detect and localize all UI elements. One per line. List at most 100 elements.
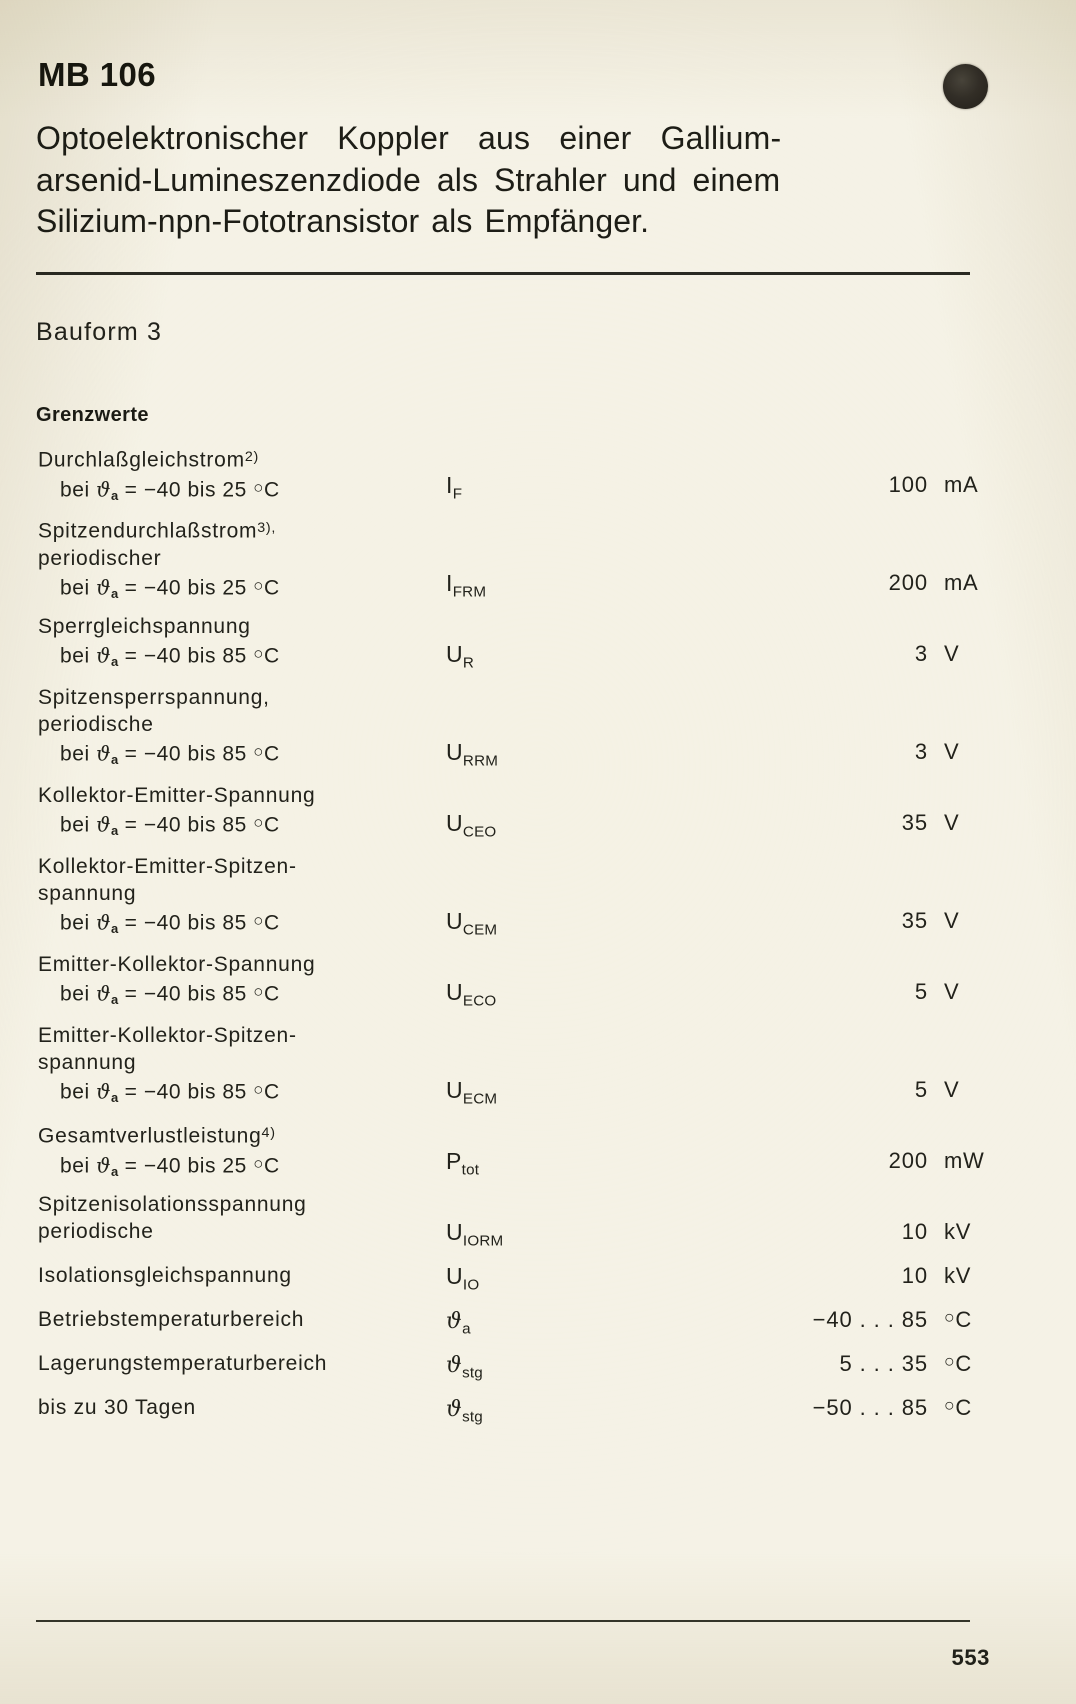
- row-unit: mA: [944, 472, 979, 497]
- row-symbol: ϑstg: [446, 1351, 483, 1382]
- row-unit: V: [944, 979, 960, 1004]
- row-label: Spitzendurchlaßstrom3), periodischer bei ϑ…: [38, 515, 438, 607]
- row-symbol: ϑa: [446, 1307, 471, 1338]
- row-condition: bei ϑa = −40 bis 25 ○C: [60, 575, 280, 601]
- row-symbol: Ptot: [446, 1148, 479, 1179]
- black-dot-marker-icon: [943, 64, 988, 109]
- spec-row: Sperrgleichspannung bei ϑa = −40 bis 85 ○…: [0, 613, 1076, 672]
- row-symbol-base: U: [446, 979, 463, 1005]
- row-unit: V: [944, 908, 960, 933]
- row-label-main: Lagerungstemperaturbereich: [38, 1352, 328, 1375]
- section-heading-grenzwerte: Grenzwerte: [36, 404, 149, 426]
- row-symbol: UCEM: [446, 908, 497, 939]
- row-value: 5 . . . 35: [839, 1351, 928, 1376]
- row-symbol-base: U: [446, 739, 463, 765]
- row-value: 100: [888, 472, 928, 497]
- spec-row: Durchlaßgleichstrom2) bei ϑa = −40 bis 25…: [0, 444, 1076, 503]
- row-symbol-base: ϑ: [446, 1353, 463, 1378]
- row-value: −40 . . . 85: [812, 1307, 928, 1332]
- row-unit: kV: [944, 1263, 972, 1288]
- row-symbol: ϑstg: [446, 1395, 483, 1426]
- row-label: Spitzensperrspannung, periodische bei ϑa =…: [38, 684, 438, 773]
- spec-row: Spitzenisolationsspannung periodische UIOR…: [0, 1191, 1076, 1250]
- row-symbol: UR: [446, 641, 474, 672]
- row-unit: V: [944, 641, 960, 666]
- spec-row: bis zu 30 Tagen ϑstg −50 . . . 85 ○C: [0, 1394, 1076, 1426]
- spec-row: Lagerungstemperaturbereich ϑstg 5 . . . 35…: [0, 1350, 1076, 1382]
- row-symbol: UCEO: [446, 810, 496, 841]
- row-symbol: UECM: [446, 1077, 497, 1108]
- row-label: Gesamtverlustleistung4) bei ϑa = −40 bis …: [38, 1120, 438, 1185]
- row-label-cont: periodische: [38, 713, 154, 736]
- row-label-main: Betriebstemperaturbereich: [38, 1308, 305, 1331]
- row-symbol: UECO: [446, 979, 496, 1010]
- row-condition: bei ϑa = −40 bis 25 ○C: [60, 477, 280, 503]
- page-number: 553: [951, 1645, 990, 1670]
- spec-row: Kollektor-Emitter-Spitzen-spannung bei ϑa…: [0, 853, 1076, 939]
- row-label-cont: spannung: [38, 882, 137, 905]
- row-value: 3: [914, 739, 928, 764]
- row-condition: bei ϑa = −40 bis 85 ○C: [60, 741, 280, 768]
- row-label-cont: periodischer: [38, 546, 162, 570]
- row-label-main: Kollektor-Emitter-Spitzen-: [38, 855, 297, 878]
- row-condition: bei ϑa = −40 bis 85 ○C: [60, 643, 280, 670]
- row-label-cont: spannung: [38, 1051, 137, 1074]
- spec-row: Spitzensperrspannung, periodische bei ϑa =…: [0, 684, 1076, 770]
- row-symbol-base: I: [446, 472, 453, 498]
- row-label: Betriebstemperaturbereich: [38, 1306, 438, 1333]
- row-condition: bei ϑa = −40 bis 85 ○C: [60, 910, 280, 937]
- row-label-main: Emitter-Kollektor-Spitzen-: [38, 1024, 297, 1047]
- row-symbol-subscript: stg: [462, 1364, 483, 1382]
- spec-row: Isolationsgleichspannung UIO 10 kV: [0, 1262, 1076, 1294]
- row-value: 10: [901, 1263, 928, 1288]
- row-symbol-subscript: tot: [461, 1161, 480, 1179]
- row-value: 5: [914, 979, 928, 1004]
- row-value: 200: [888, 570, 928, 595]
- row-symbol-subscript: a: [462, 1320, 471, 1338]
- row-label: Sperrgleichspannung bei ϑa = −40 bis 85 ○…: [38, 613, 438, 675]
- row-label-cont: periodische: [38, 1220, 154, 1243]
- row-value: 10: [901, 1219, 928, 1244]
- row-label: Kollektor-Emitter-Spannung bei ϑa = −40 b…: [38, 782, 438, 844]
- row-label: Emitter-Kollektor-Spannung bei ϑa = −40 b…: [38, 951, 438, 1013]
- row-value: 35: [901, 810, 928, 835]
- row-value: 35: [901, 908, 928, 933]
- row-unit: ○C: [944, 1395, 972, 1420]
- row-label-main: Spitzensperrspannung,: [38, 686, 270, 709]
- row-symbol-subscript: R: [462, 654, 475, 672]
- row-symbol-base: U: [446, 908, 463, 934]
- row-value: 3: [914, 641, 928, 666]
- row-label-main: Spitzenisolationsspannung: [38, 1193, 307, 1216]
- row-symbol: IFRM: [446, 570, 486, 601]
- page-header: MB 106: [38, 58, 1038, 109]
- row-value: 200: [888, 1148, 928, 1173]
- description-line-1: Optoelektronischer Koppler aus einer Gal…: [36, 120, 782, 156]
- row-symbol-base: U: [446, 641, 463, 667]
- row-symbol-base: U: [446, 1263, 463, 1289]
- header-divider: [36, 272, 970, 275]
- row-symbol-base: ϑ: [446, 1397, 463, 1422]
- row-label-main: Isolationsgleichspannung: [38, 1264, 292, 1287]
- row-unit: V: [944, 810, 960, 835]
- row-value: −50 . . . 85: [812, 1395, 928, 1420]
- row-label: Spitzenisolationsspannung periodische: [38, 1191, 438, 1245]
- row-label-main: Sperrgleichspannung: [38, 615, 251, 638]
- row-value: 5: [914, 1077, 928, 1102]
- row-symbol: IF: [446, 472, 462, 503]
- device-description: Optoelektronischer Koppler aus einer Gal…: [36, 118, 971, 243]
- row-symbol-base: I: [446, 570, 453, 596]
- row-unit: mW: [944, 1148, 985, 1173]
- row-symbol-subscript: IO: [462, 1276, 480, 1294]
- row-label-main: Spitzendurchlaßstrom3),: [38, 519, 277, 543]
- row-symbol-subscript: ECM: [462, 1090, 498, 1108]
- row-symbol-base: ϑ: [446, 1309, 463, 1334]
- row-symbol-subscript: FRM: [452, 583, 487, 601]
- row-label: Emitter-Kollektor-Spitzen-spannung bei ϑa…: [38, 1022, 438, 1111]
- row-symbol-subscript: CEO: [462, 823, 497, 841]
- row-label: Durchlaßgleichstrom2) bei ϑa = −40 bis 25…: [38, 444, 438, 509]
- bauform-label: Bauform 3: [36, 318, 163, 346]
- row-label-main: bis zu 30 Tagen: [38, 1396, 196, 1419]
- row-symbol-subscript: RRM: [462, 752, 499, 770]
- row-unit: V: [944, 739, 960, 764]
